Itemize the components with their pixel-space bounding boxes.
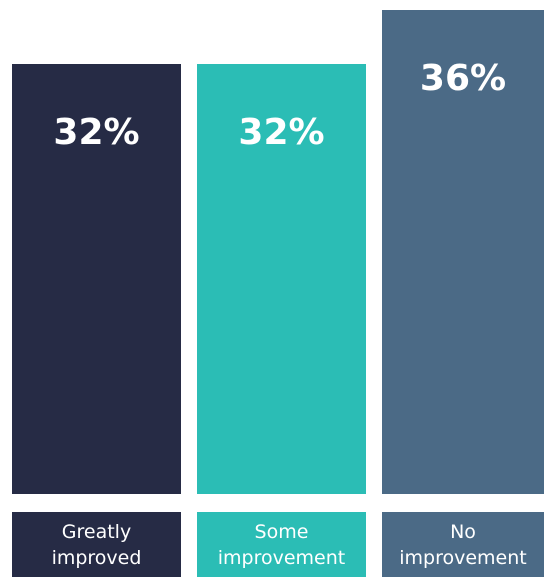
category-label: Some improvement xyxy=(197,512,366,577)
bar: 32% xyxy=(12,63,181,494)
value-label: 36% xyxy=(419,58,507,99)
value-label: 32% xyxy=(238,111,325,153)
category-label: No improvement xyxy=(382,512,544,577)
bar: 32% xyxy=(197,63,366,494)
bar: 36% xyxy=(382,10,544,494)
value-label: 32% xyxy=(53,111,140,153)
category-label: Greatly improved xyxy=(12,512,181,577)
